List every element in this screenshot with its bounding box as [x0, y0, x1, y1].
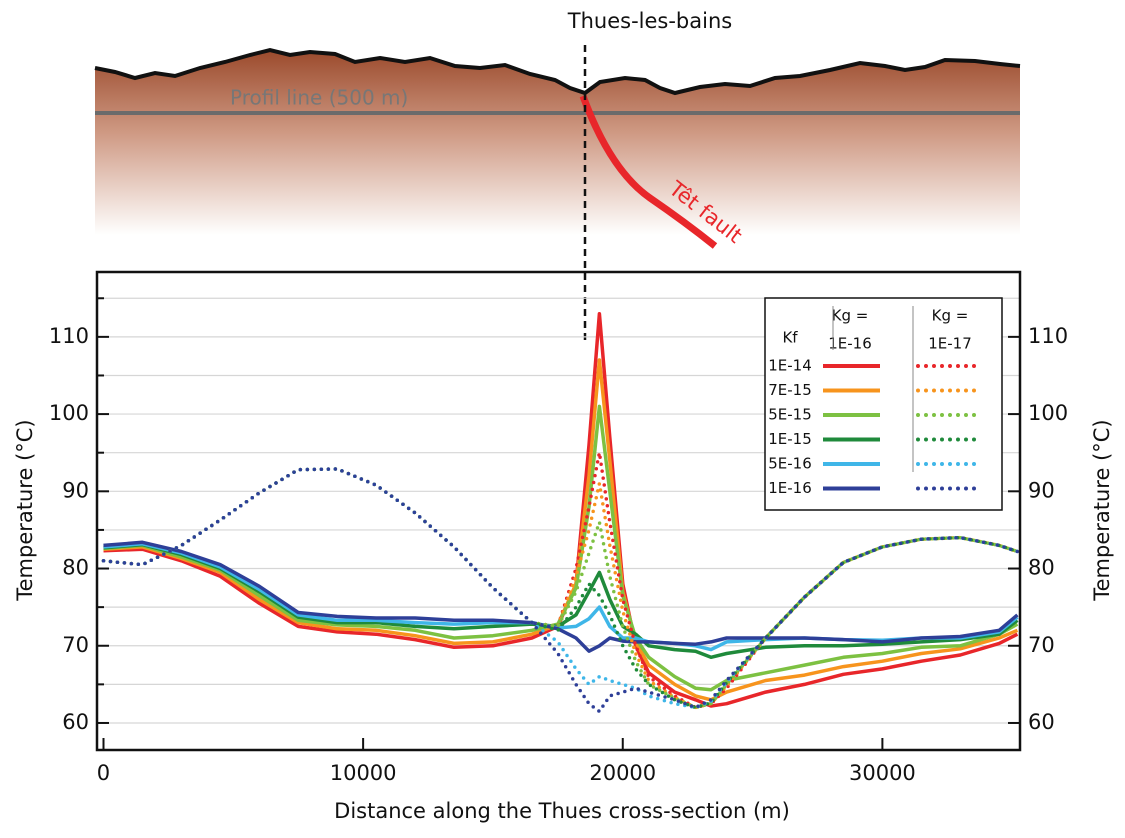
- y2-tick-label: 110: [1028, 324, 1068, 348]
- series-line: [103, 358, 1019, 702]
- y-tick-label: 60: [62, 710, 89, 734]
- x-tick-label: 20000: [589, 761, 656, 785]
- legend-label: 1E-14: [768, 357, 812, 375]
- legend-label: 1E-16: [768, 479, 812, 497]
- y2-tick-label: 80: [1028, 556, 1055, 580]
- y2-axis-title: Temperature (°C): [1090, 419, 1114, 601]
- series-line: [103, 540, 1019, 653]
- y2-tick-label: 70: [1028, 633, 1055, 657]
- legend: Kf Kg = 1E-16 Kg = 1E-17 1E-14 7E-15 5E-15 1E-15…: [764, 297, 1003, 511]
- series-line: [103, 404, 1019, 692]
- cross-section: Thues-les-bains Profil line (500 m) Têt …: [94, 9, 1021, 340]
- y-tick-label: 70: [62, 633, 89, 657]
- y2-tick-label: 60: [1028, 710, 1055, 734]
- legend-group-label: 1E-16: [828, 335, 872, 353]
- y2-tick-label: 90: [1028, 478, 1055, 502]
- series-line: [103, 542, 1019, 660]
- y-tick-label: 100: [49, 401, 89, 425]
- series-line: [103, 311, 1019, 708]
- legend-group-label: Kg =: [932, 307, 969, 325]
- x-tick-label: 0: [97, 761, 110, 785]
- series-line: [101, 467, 1020, 710]
- terrain: [95, 50, 1020, 235]
- y-tick-label: 110: [49, 324, 89, 348]
- y2-tick-label: 100: [1028, 401, 1068, 425]
- x-tick-label: 30000: [849, 761, 916, 785]
- x-axis-title: Distance along the Thues cross-section (…: [334, 799, 790, 823]
- series-line: [103, 542, 1019, 652]
- fault-line: [579, 94, 718, 249]
- legend-label: 1E-15: [768, 430, 812, 448]
- series-line: [101, 467, 1020, 714]
- y-tick-label: 80: [62, 556, 89, 580]
- legend-label: 5E-16: [768, 455, 812, 473]
- town-label: Thues-les-bains: [567, 9, 732, 33]
- legend-kf-label: Kf: [782, 329, 798, 347]
- legend-group-label: Kg =: [832, 307, 869, 325]
- profile-label: Profil line (500 m): [230, 86, 408, 110]
- legend-label: 5E-15: [768, 406, 812, 424]
- y-axis-title: Temperature (°C): [13, 419, 37, 601]
- legend-box: [764, 297, 1003, 511]
- terrain-outline: [94, 47, 1021, 96]
- x-tick-label: 10000: [330, 761, 397, 785]
- legend-label: 7E-15: [768, 381, 812, 399]
- plot-frame: [95, 270, 1022, 752]
- y-tick-label: 90: [62, 478, 89, 502]
- legend-group-label: 1E-17: [928, 335, 972, 353]
